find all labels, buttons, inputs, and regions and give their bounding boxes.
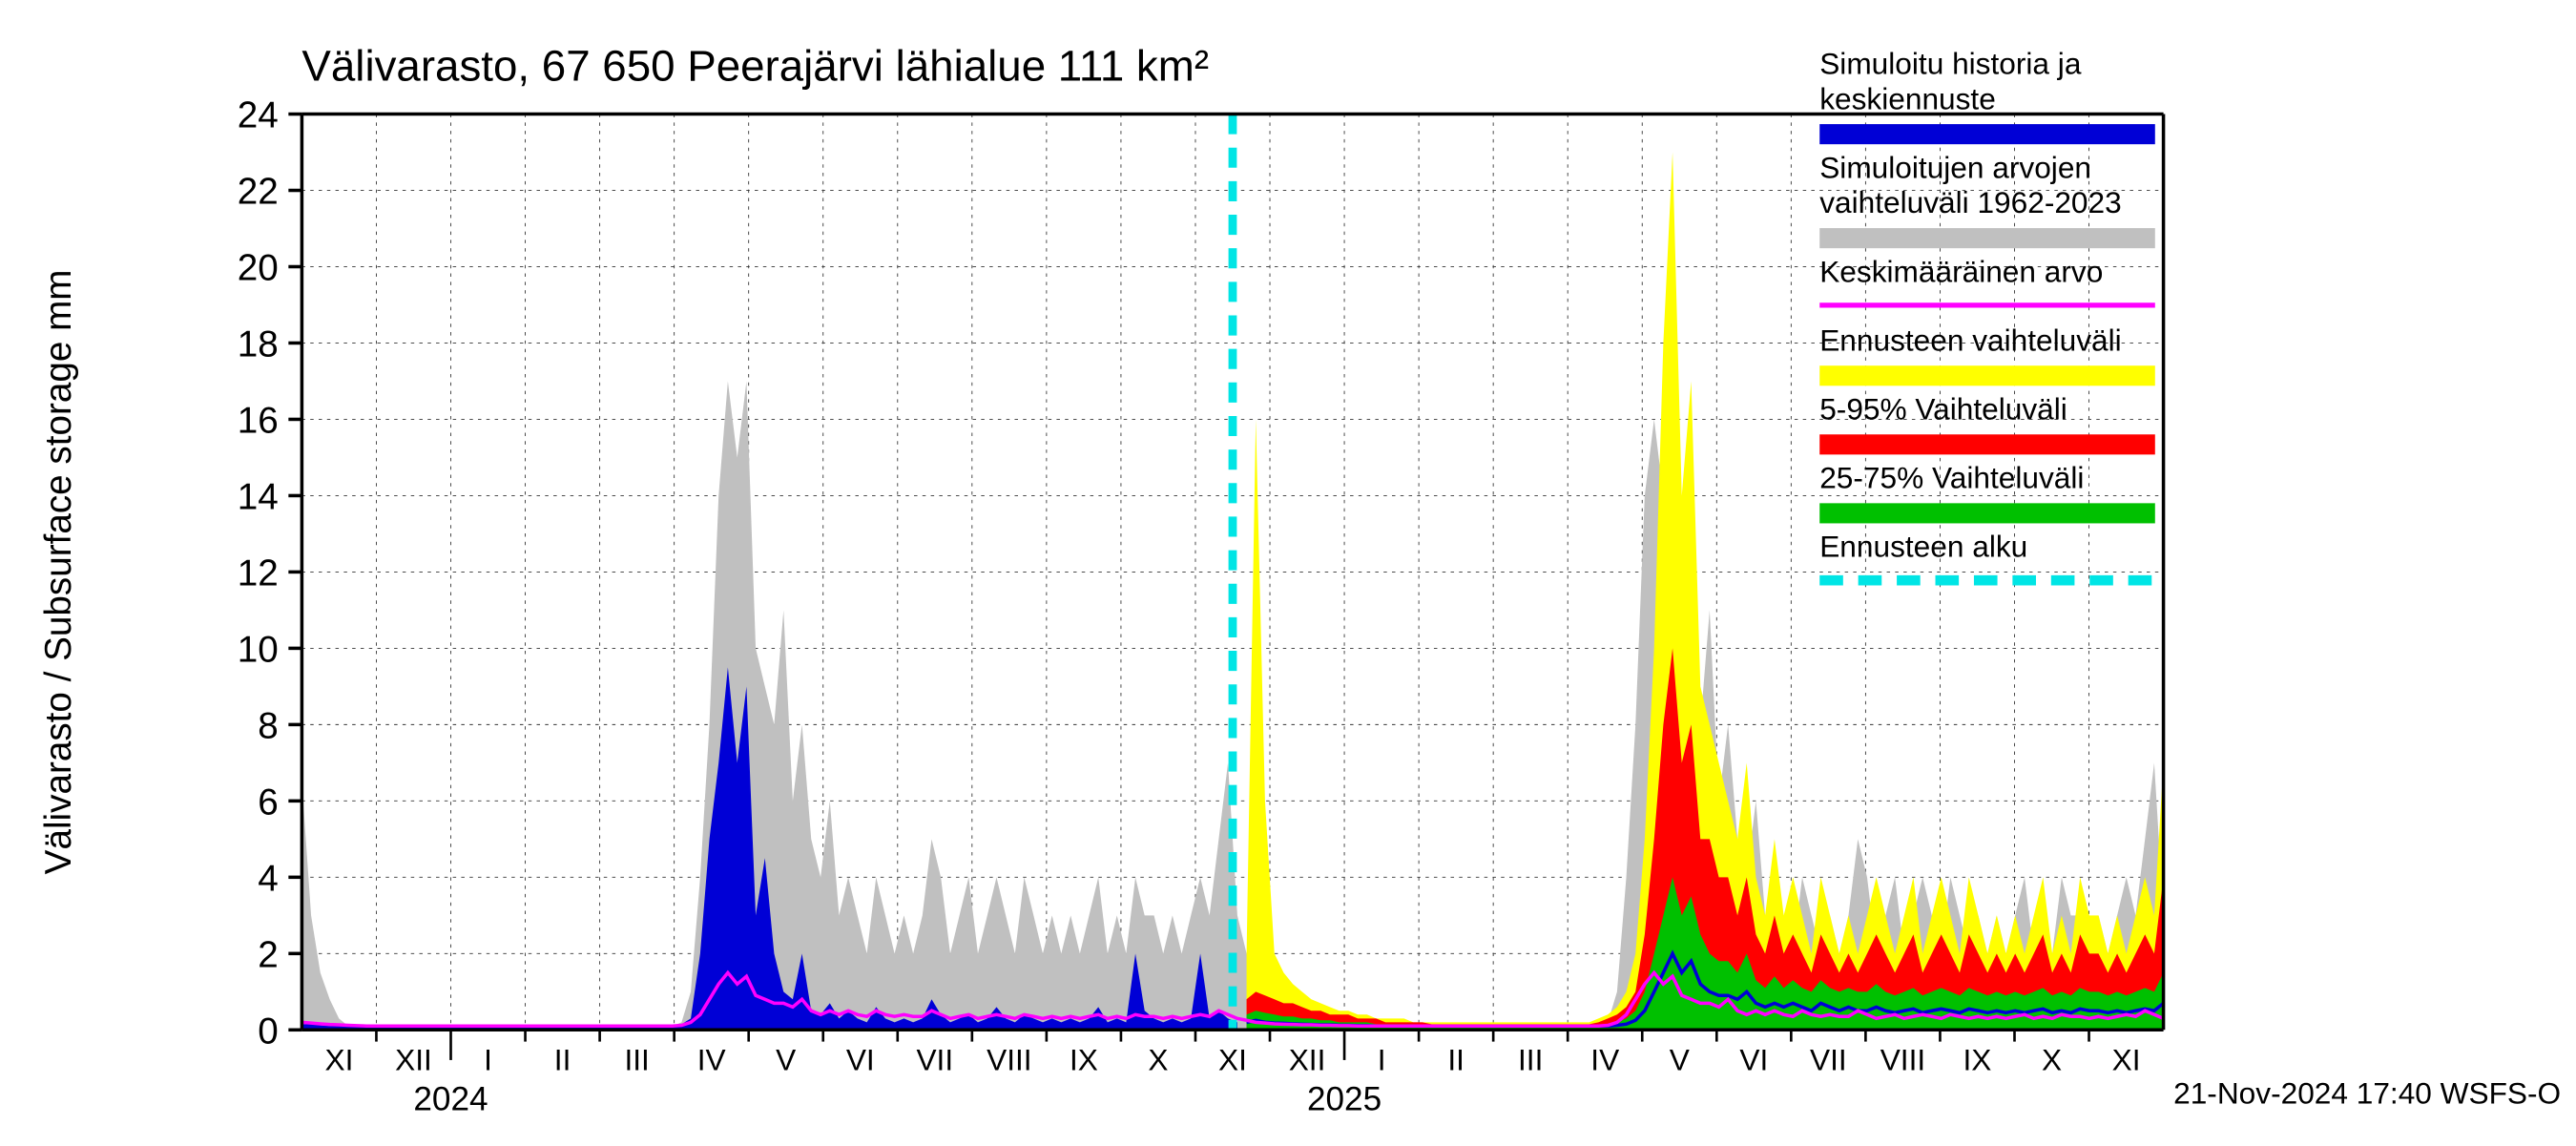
legend-swatch [1819, 124, 2155, 144]
x-month-label: VI [1739, 1042, 1768, 1076]
y-tick-label: 2 [258, 934, 279, 975]
y-tick-label: 24 [238, 95, 279, 136]
x-year-label: 2025 [1307, 1081, 1381, 1118]
x-month-label: XI [2112, 1042, 2141, 1076]
x-month-label: VI [846, 1042, 875, 1076]
x-month-label: II [554, 1042, 571, 1076]
legend-label: vaihteluväli 1962-2023 [1819, 185, 2121, 219]
x-month-label: X [1148, 1042, 1168, 1076]
x-month-label: VIII [987, 1042, 1031, 1076]
legend-label: Simuloitujen arvojen [1819, 150, 2091, 184]
legend-swatch [1819, 503, 2155, 523]
x-month-label: IX [1070, 1042, 1098, 1076]
legend-label: Keskimääräinen arvo [1819, 254, 2103, 288]
x-month-label: VII [916, 1042, 953, 1076]
x-month-label: I [1378, 1042, 1386, 1076]
x-month-label: X [2042, 1042, 2062, 1076]
y-tick-label: 20 [238, 248, 279, 289]
y-tick-label: 4 [258, 858, 279, 899]
x-month-label: IX [1963, 1042, 1992, 1076]
legend-label: 5-95% Vaihteluväli [1819, 391, 2067, 426]
chart-svg: 024681012141618202224XIXIIIIIIIIIVVVIVII… [0, 0, 2576, 1146]
y-tick-label: 0 [258, 1011, 279, 1052]
x-month-label: VII [1810, 1042, 1847, 1076]
x-month-label: XI [1218, 1042, 1247, 1076]
x-month-label: IV [1590, 1042, 1619, 1076]
chart-stage: 024681012141618202224XIXIIIIIIIIIVVVIVII… [0, 0, 2576, 1146]
legend-label: keskiennuste [1819, 81, 1996, 115]
legend-swatch [1819, 365, 2155, 385]
x-month-label: XII [395, 1042, 432, 1076]
x-month-label: III [624, 1042, 649, 1076]
x-month-label: II [1447, 1042, 1465, 1076]
legend-label: 25-75% Vaihteluväli [1819, 461, 2084, 495]
legend-label: Simuloitu historia ja [1819, 46, 2082, 80]
x-month-label: V [776, 1042, 796, 1076]
y-axis-title: Välivarasto / Subsurface storage mm [38, 270, 79, 875]
x-month-label: VIII [1880, 1042, 1925, 1076]
y-tick-label: 12 [238, 552, 279, 594]
y-tick-label: 18 [238, 324, 279, 365]
x-month-label: III [1518, 1042, 1543, 1076]
legend-swatch [1819, 434, 2155, 454]
x-month-label: XII [1289, 1042, 1326, 1076]
y-tick-label: 16 [238, 401, 279, 442]
x-month-label: V [1670, 1042, 1690, 1076]
x-month-label: I [484, 1042, 492, 1076]
chart-title: Välivarasto, 67 650 Peerajärvi lähialue … [301, 41, 1209, 90]
footer-timestamp: 21-Nov-2024 17:40 WSFS-O [2173, 1076, 2561, 1111]
y-tick-label: 22 [238, 172, 279, 213]
y-tick-label: 8 [258, 705, 279, 746]
x-year-label: 2024 [413, 1081, 488, 1118]
legend-swatch [1819, 228, 2155, 248]
x-month-label: IV [697, 1042, 726, 1076]
legend-label: Ennusteen vaihteluväli [1819, 323, 2121, 357]
y-tick-label: 6 [258, 781, 279, 823]
y-tick-label: 14 [238, 476, 279, 517]
legend-label: Ennusteen alku [1819, 530, 2027, 564]
y-tick-label: 10 [238, 629, 279, 670]
x-month-label: XI [324, 1042, 353, 1076]
